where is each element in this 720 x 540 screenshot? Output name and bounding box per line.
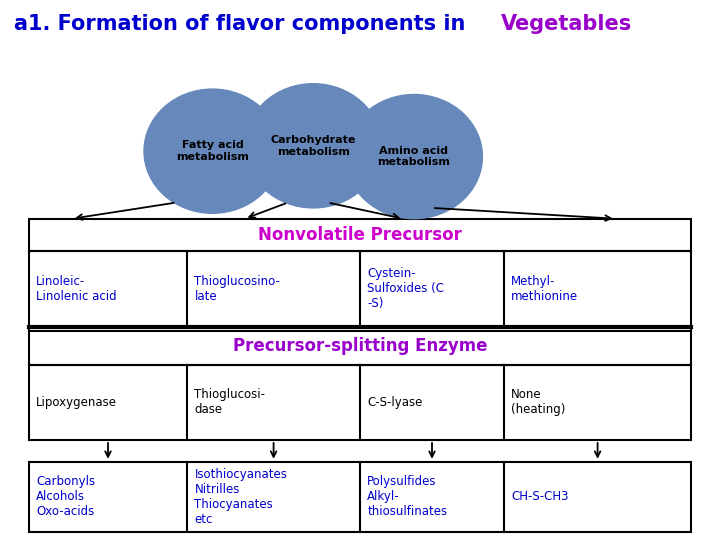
Text: Thioglucosino-
late: Thioglucosino- late xyxy=(194,275,280,303)
Bar xyxy=(29,364,691,440)
Bar xyxy=(29,327,691,364)
Text: Thioglucosi-
dase: Thioglucosi- dase xyxy=(194,388,266,416)
Text: Carbonyls
Alcohols
Oxo-acids: Carbonyls Alcohols Oxo-acids xyxy=(36,475,95,518)
Text: Nonvolatile Precursor: Nonvolatile Precursor xyxy=(258,226,462,244)
Text: Amino acid
metabolism: Amino acid metabolism xyxy=(377,146,451,167)
Text: Carbohydrate
metabolism: Carbohydrate metabolism xyxy=(271,135,356,157)
Bar xyxy=(29,251,691,327)
Text: Lipoxygenase: Lipoxygenase xyxy=(36,396,117,409)
Ellipse shape xyxy=(245,84,382,208)
Text: Isothiocyanates
Nitrilles
Thiocyanates
etc: Isothiocyanates Nitrilles Thiocyanates e… xyxy=(194,468,287,526)
Text: Cystein-
Sulfoxides (C
-S): Cystein- Sulfoxides (C -S) xyxy=(367,267,444,310)
Text: CH-S-CH3: CH-S-CH3 xyxy=(511,490,569,503)
Text: Polysulfides
Alkyl-
thiosulfinates: Polysulfides Alkyl- thiosulfinates xyxy=(367,475,447,518)
Bar xyxy=(29,219,691,251)
Text: None
(heating): None (heating) xyxy=(511,388,566,416)
Ellipse shape xyxy=(346,94,482,219)
Text: Vegetables: Vegetables xyxy=(500,14,631,33)
Bar xyxy=(29,462,691,532)
Ellipse shape xyxy=(144,89,281,213)
Text: Precursor-splitting Enzyme: Precursor-splitting Enzyme xyxy=(233,336,487,355)
Text: Fatty acid
metabolism: Fatty acid metabolism xyxy=(176,140,249,162)
Text: C-S-lyase: C-S-lyase xyxy=(367,396,423,409)
Text: Methyl-
methionine: Methyl- methionine xyxy=(511,275,578,303)
Text: a1. Formation of flavor components in: a1. Formation of flavor components in xyxy=(14,14,473,33)
Text: Linoleic-
Linolenic acid: Linoleic- Linolenic acid xyxy=(36,275,117,303)
